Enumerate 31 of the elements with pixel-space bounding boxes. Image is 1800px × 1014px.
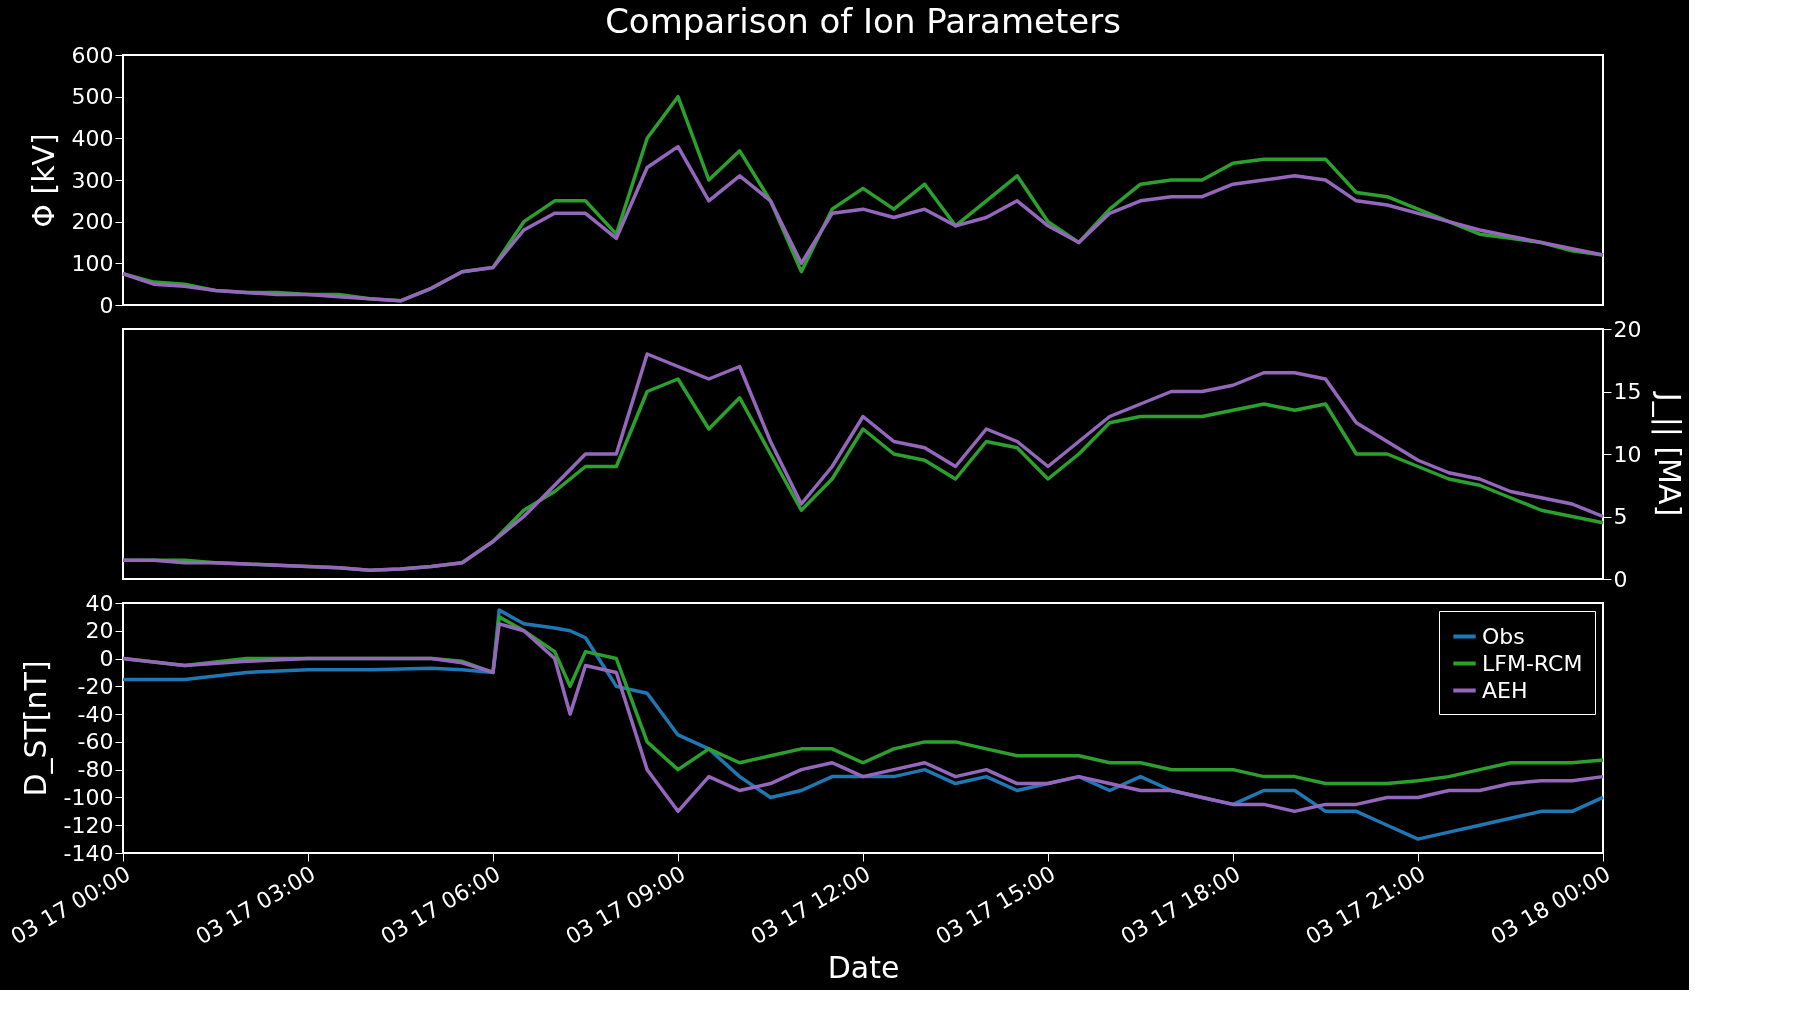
y-tick-label: -140 — [63, 840, 114, 866]
y-axis-title: Φ [kV] — [25, 133, 61, 228]
legend-label: LFM-RCM — [1482, 650, 1583, 676]
y-tick-label: -20 — [77, 673, 114, 699]
line-series — [121, 144, 1605, 303]
y-axis-title: J_|| [MA] — [1651, 390, 1688, 517]
y-tick-label: -100 — [63, 784, 114, 810]
y-tick-label: 15 — [1613, 379, 1642, 404]
y-tick-label: 10 — [1613, 441, 1642, 467]
y-axis-title: D_ST[nT] — [17, 660, 53, 797]
y-tick-label: 20 — [1613, 316, 1642, 342]
x-axis-title: Date — [827, 950, 900, 986]
legend-label: Obs — [1482, 623, 1525, 649]
y-tick-label: 400 — [71, 125, 114, 151]
legend-label: AEH — [1482, 677, 1528, 703]
y-tick-label: -60 — [77, 729, 114, 755]
y-tick-label: 100 — [71, 250, 114, 276]
y-tick-label: 5 — [1613, 504, 1628, 529]
y-tick-label: -40 — [77, 701, 114, 727]
chart-title: Comparison of Ion Parameters — [605, 1, 1121, 41]
y-tick-label: 600 — [71, 42, 114, 68]
y-tick-label: 20 — [85, 618, 114, 644]
y-tick-label: -120 — [63, 812, 114, 838]
y-tick-label: 500 — [71, 84, 114, 110]
y-tick-label: -80 — [77, 757, 114, 783]
y-tick-label: 40 — [85, 590, 114, 616]
y-tick-label: 200 — [71, 209, 114, 235]
y-tick-label: 0 — [1613, 566, 1628, 592]
y-tick-label: 300 — [71, 167, 114, 193]
y-tick-label: 0 — [99, 646, 114, 672]
y-tick-label: 0 — [99, 292, 114, 318]
